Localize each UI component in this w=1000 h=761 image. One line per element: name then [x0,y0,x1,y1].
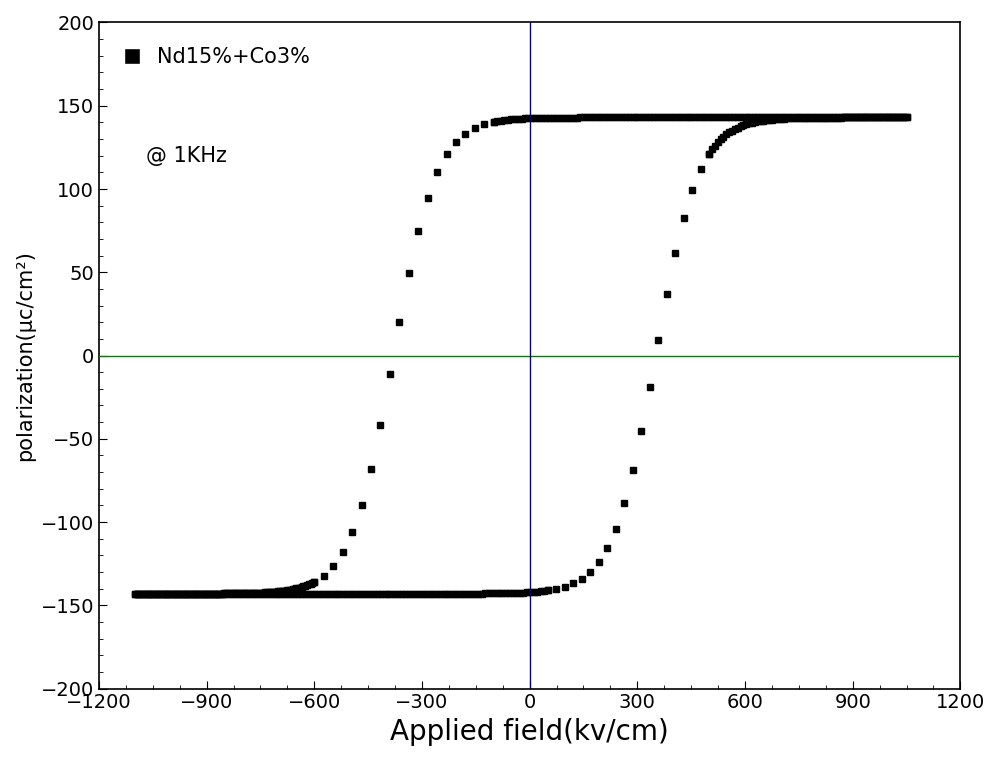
Legend: Nd15%+Co3%: Nd15%+Co3% [116,39,318,76]
Y-axis label: polarization(μc/cm²): polarization(μc/cm²) [15,250,35,461]
Text: @ 1KHz: @ 1KHz [146,145,227,166]
X-axis label: Applied field(kv/cm): Applied field(kv/cm) [390,718,669,746]
